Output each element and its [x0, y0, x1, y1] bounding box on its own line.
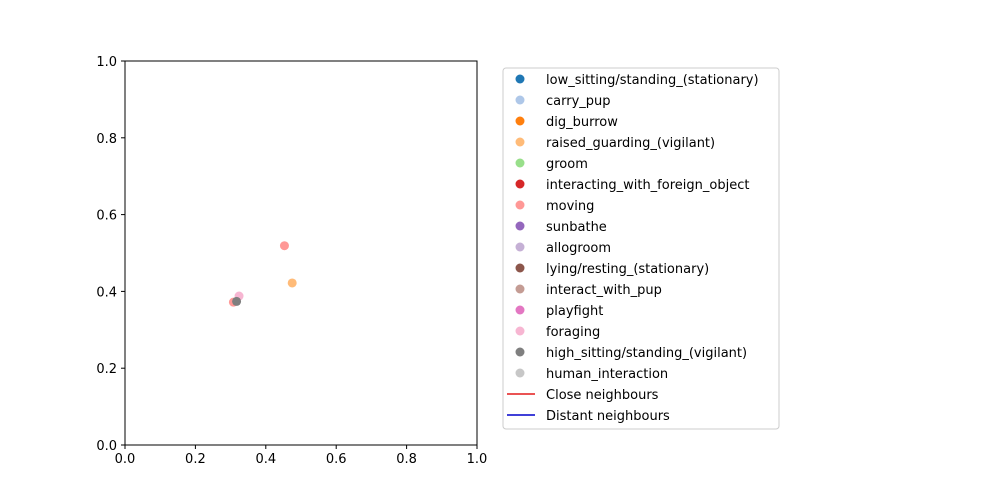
legend-label: allogroom	[546, 241, 611, 256]
legend-frame	[502, 67, 780, 430]
y-axis: 0.0 0.2 0.4 0.6 0.8 1.0	[96, 55, 125, 454]
legend-marker	[515, 347, 525, 357]
plot-area: 0.0 0.2 0.4 0.6 0.8 1.0 0.0 0.2 0.4 0.6 0.8 1.0	[96, 55, 487, 467]
legend-label: foraging	[546, 325, 600, 340]
x-tick-label: 0.0	[115, 452, 136, 467]
y-tick-label: 0.0	[96, 439, 117, 454]
legend-label: low_sitting/standing_(stationary)	[546, 73, 759, 88]
x-axis: 0.0 0.2 0.4 0.6 0.8 1.0	[115, 445, 488, 467]
legend-label: interact_with_pup	[546, 283, 662, 298]
legend-label: moving	[546, 199, 594, 214]
legend-label: human_interaction	[546, 367, 668, 382]
legend-marker	[515, 137, 525, 147]
x-tick-label: 0.2	[185, 452, 206, 467]
legend-label: interacting_with_foreign_object	[546, 178, 749, 193]
legend-label: dig_burrow	[546, 115, 618, 130]
data-point	[287, 278, 297, 288]
y-tick-label: 0.6	[96, 209, 117, 224]
legend-label: groom	[546, 157, 588, 172]
legend: low_sitting/standing_(stationary) carry_p…	[502, 67, 780, 430]
data-points	[228, 241, 297, 307]
legend-marker	[515, 200, 525, 210]
legend-marker	[515, 263, 525, 273]
legend-label: Close neighbours	[546, 388, 659, 403]
legend-marker	[515, 158, 525, 168]
legend-label: carry_pup	[546, 94, 611, 109]
legend-label: Distant neighbours	[546, 409, 670, 424]
legend-label: high_sitting/standing_(vigilant)	[546, 346, 747, 361]
x-tick-label: 0.6	[326, 452, 347, 467]
legend-label: raised_guarding_(vigilant)	[546, 136, 715, 151]
legend-marker	[515, 368, 525, 378]
legend-marker	[515, 179, 525, 189]
x-tick-label: 0.8	[396, 452, 417, 467]
legend-marker	[515, 74, 525, 84]
y-tick-label: 0.2	[96, 362, 117, 377]
legend-label: playfight	[546, 304, 603, 319]
data-point	[279, 241, 289, 251]
legend-label: sunbathe	[546, 220, 607, 235]
y-tick-label: 0.4	[96, 285, 117, 300]
x-tick-label: 1.0	[467, 452, 488, 467]
x-tick-label: 0.4	[255, 452, 276, 467]
legend-marker	[515, 242, 525, 252]
legend-marker	[515, 305, 525, 315]
y-tick-label: 0.8	[96, 132, 117, 147]
y-tick-label: 1.0	[96, 55, 117, 70]
legend-marker	[515, 284, 525, 294]
data-point	[232, 296, 242, 306]
legend-marker	[515, 116, 525, 126]
legend-marker	[515, 221, 525, 231]
legend-marker	[515, 326, 525, 336]
legend-marker	[515, 95, 525, 105]
axes-frame	[124, 60, 478, 446]
legend-label: lying/resting_(stationary)	[546, 262, 709, 277]
legend-items: low_sitting/standing_(stationary) carry_p…	[507, 73, 759, 424]
